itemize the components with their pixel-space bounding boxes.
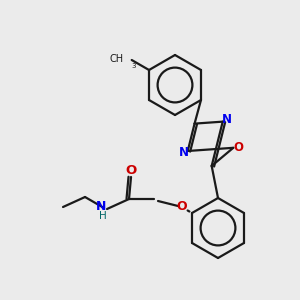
- Text: O: O: [177, 200, 187, 214]
- Text: H: H: [99, 211, 107, 221]
- Text: N: N: [222, 113, 232, 126]
- Text: 3: 3: [132, 63, 136, 69]
- Text: O: O: [125, 164, 136, 176]
- Text: N: N: [179, 146, 189, 160]
- Text: O: O: [233, 141, 243, 154]
- Text: N: N: [96, 200, 106, 214]
- Text: CH: CH: [110, 54, 124, 64]
